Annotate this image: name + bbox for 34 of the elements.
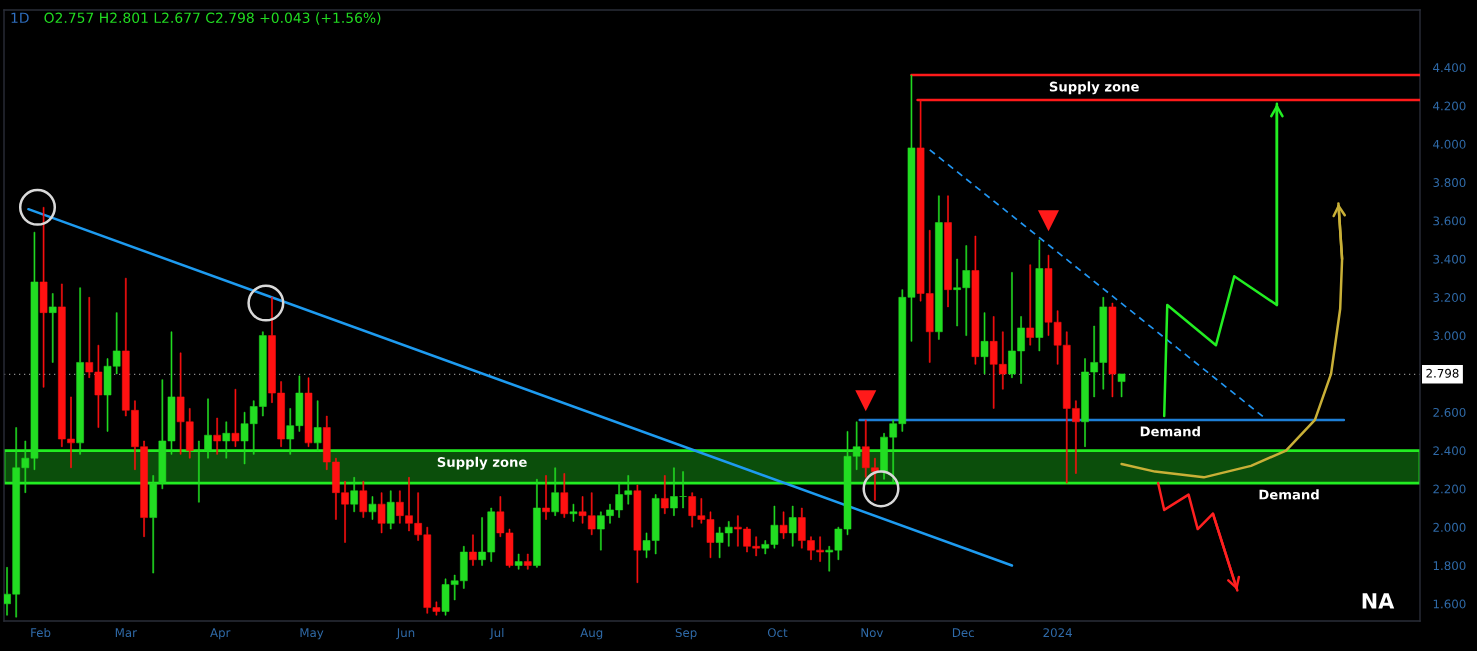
y-tick-label: 4.000 [1433,139,1466,149]
y-tick-label: 4.400 [1433,63,1466,73]
annotation: NA [1362,593,1395,609]
y-tick-label: 3.000 [1433,331,1466,341]
x-tick-label: Oct [767,628,788,638]
x-tick-label: May [300,628,324,640]
y-tick-label: 2.000 [1433,522,1466,532]
annotation: Demand [1140,426,1200,437]
x-tick-label: Feb [31,627,51,638]
ref-line-label: 2.798 [1426,368,1459,378]
y-tick-label: 2.600 [1433,407,1466,417]
y-tick-label: 2.200 [1433,484,1466,494]
x-tick-label: Jun [396,628,415,640]
x-tick-label: 2024 [1043,628,1072,638]
y-tick-label: 3.600 [1433,216,1466,226]
x-tick-label: Mar [115,628,137,638]
y-tick-label: 1.600 [1433,599,1466,609]
x-tick-label: Apr [210,628,231,640]
x-tick-label: Jul [489,627,504,640]
annotation: Demand [1259,489,1319,500]
y-tick-label: 1.800 [1433,561,1466,571]
chart-subtitle: O2.757 H2.801 L2.677 C2.798 +0.043 (+1.56%) [44,12,381,25]
y-tick-label: 3.400 [1433,254,1466,264]
x-tick-label: Dec [952,628,974,638]
x-tick-label: Nov [861,628,884,638]
x-tick-label: Sep [675,628,697,640]
y-tick-label: 2.400 [1433,446,1466,456]
y-tick-label: 3.200 [1433,293,1466,302]
y-tick-label: 4.200 [1433,101,1466,111]
y-tick-label: 3.800 [1433,178,1466,188]
x-tick-label: Aug [580,628,603,640]
chart-title: 1D [11,12,29,23]
annotation: Supply zone [437,456,527,470]
annotation: Supply zone [1049,81,1139,95]
